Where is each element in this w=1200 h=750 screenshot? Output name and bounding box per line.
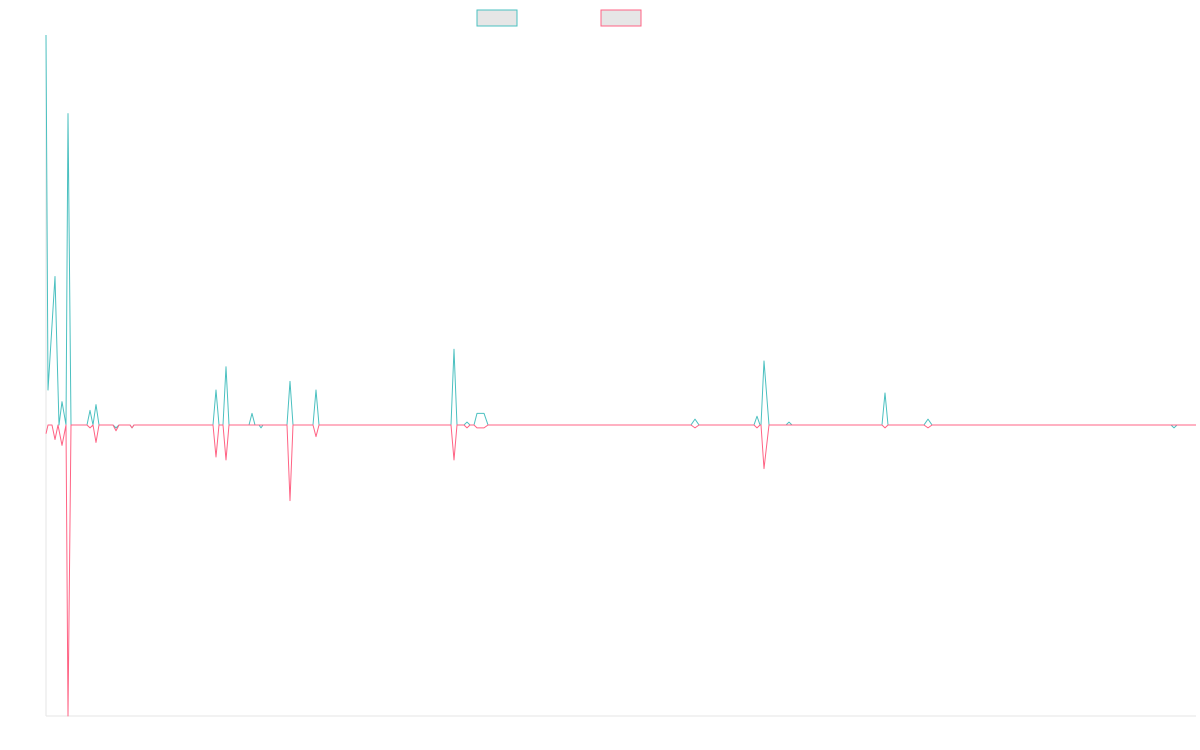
legend-item-2[interactable]: [600, 9, 642, 27]
series-line-2: [45, 424, 1196, 717]
legend-swatch-2[interactable]: [600, 9, 642, 27]
legend: [476, 9, 642, 27]
plot-area: [45, 34, 1196, 717]
series-line-1: [45, 34, 1196, 429]
axes: [45, 35, 1196, 717]
legend-item-1[interactable]: [476, 9, 518, 27]
legend-swatch-1[interactable]: [476, 9, 518, 27]
